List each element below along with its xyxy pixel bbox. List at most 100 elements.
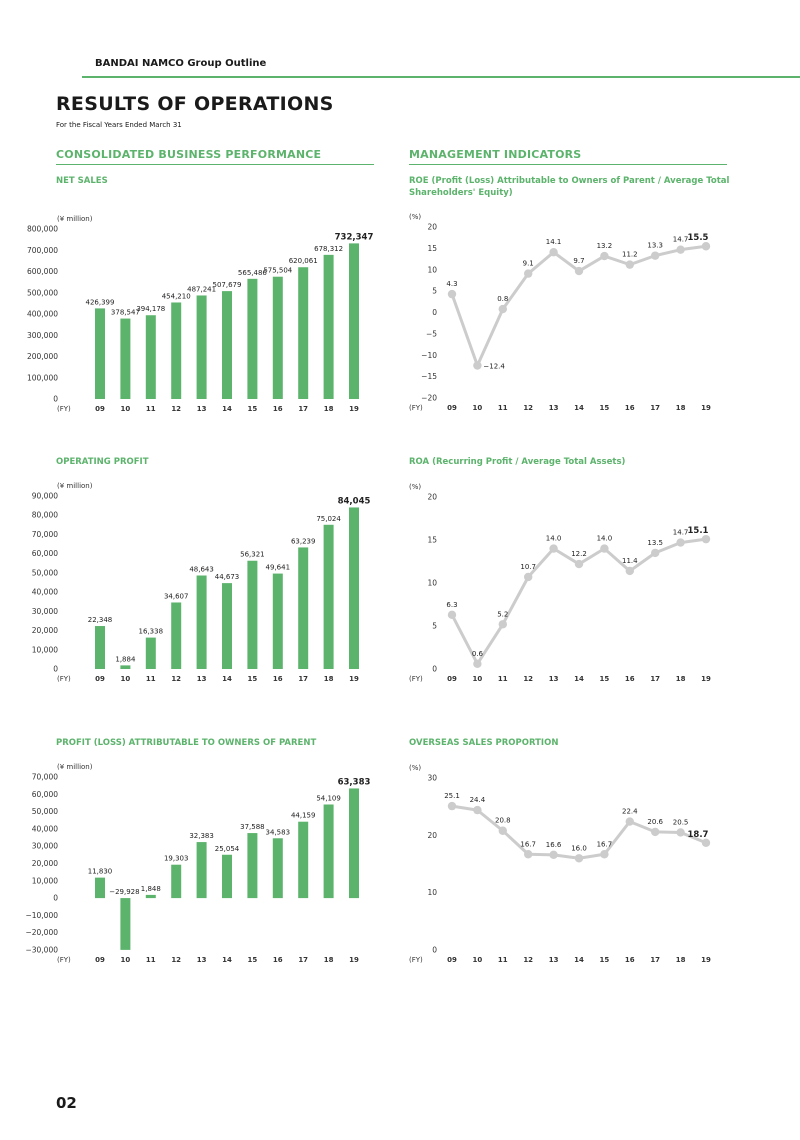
- x-tick-label: 15: [600, 675, 610, 683]
- bar-19: [349, 788, 359, 899]
- data-label-16: 11.4: [622, 557, 638, 565]
- bar-11: [145, 315, 156, 399]
- y-tick-label: −30,000: [25, 946, 58, 955]
- x-tick-label: 10: [121, 675, 131, 683]
- x-tick-label: 10: [121, 956, 131, 964]
- point-15: [600, 544, 609, 553]
- data-label-16: 575,504: [263, 267, 292, 275]
- data-label-09: 6.3: [446, 601, 457, 609]
- point-12: [524, 269, 533, 278]
- y-tick-label: 10: [427, 265, 437, 274]
- y-tick-label: 500,000: [27, 288, 58, 297]
- data-label-17: 13.3: [647, 242, 663, 250]
- data-label-11: 394,178: [136, 305, 165, 313]
- bar-19: [349, 243, 359, 399]
- y-tick-label: 700,000: [27, 246, 58, 255]
- x-tick-label: 11: [146, 405, 156, 413]
- data-label-14: 9.7: [573, 257, 584, 265]
- y-tick-label: 10,000: [32, 645, 58, 654]
- x-axis-label: (FY): [57, 956, 71, 964]
- data-label-17: 44,159: [291, 812, 316, 820]
- x-tick-label: 13: [549, 404, 559, 412]
- unit-label: (¥ million): [57, 482, 93, 490]
- bar-18: [323, 524, 334, 669]
- data-label-14: 44,673: [215, 573, 240, 581]
- bar-09: [95, 877, 105, 899]
- y-tick-label: 20: [427, 493, 437, 502]
- x-tick-label: 12: [171, 675, 181, 683]
- y-tick-label: 30,000: [32, 842, 58, 851]
- x-tick-label: 17: [298, 405, 308, 413]
- data-label-16: 34,583: [266, 828, 291, 836]
- page-number: 02: [56, 1094, 77, 1112]
- section-rule-left: [56, 164, 374, 165]
- y-tick-label: 0: [432, 308, 437, 317]
- y-tick-label: 10,000: [32, 876, 58, 885]
- roe-title-main: ROE: [409, 176, 429, 186]
- x-tick-label: 16: [625, 675, 635, 683]
- data-label-09: 4.3: [446, 280, 457, 288]
- x-tick-label: 14: [222, 956, 232, 964]
- section-title-right: MANAGEMENT INDICATORS: [409, 148, 582, 161]
- point-10: [473, 361, 482, 370]
- point-13: [549, 850, 558, 860]
- bar-16: [272, 838, 283, 899]
- data-label-09: 426,399: [86, 298, 115, 306]
- profit-attributable-chart: (¥ million) −30,000 −20,000 −10,000 0 10,000 2…: [25, 763, 370, 964]
- data-label-12: 19,303: [164, 855, 189, 863]
- y-tick-label: −20: [421, 394, 437, 403]
- x-tick-label: 17: [650, 404, 660, 412]
- data-label-14: 12.2: [571, 550, 587, 558]
- data-label-19: 15.5: [688, 233, 709, 243]
- data-label-15: 37,588: [240, 823, 265, 831]
- x-tick-label: 14: [574, 404, 584, 412]
- bar-13: [196, 842, 207, 899]
- header-rule: [82, 76, 800, 78]
- x-tick-label: 15: [600, 404, 610, 412]
- x-tick-label: 12: [171, 956, 181, 964]
- y-tick-label: 0: [53, 395, 58, 404]
- data-label-17: 20.6: [647, 818, 663, 826]
- x-tick-label: 13: [197, 675, 207, 683]
- x-tick-label: 09: [95, 956, 105, 964]
- x-tick-label: 18: [676, 404, 686, 412]
- x-tick-label: 15: [248, 956, 258, 964]
- y-tick-label: 60,000: [32, 549, 58, 558]
- data-label-13: 16.6: [546, 841, 562, 849]
- y-tick-label: 0: [53, 665, 58, 674]
- bar-10: [120, 318, 131, 399]
- data-label-15: 16.7: [597, 840, 613, 848]
- data-label-14: 16.0: [571, 844, 587, 852]
- y-tick-label: −15: [421, 372, 437, 381]
- y-tick-label: 300,000: [27, 331, 58, 340]
- y-tick-label: 800,000: [27, 225, 58, 234]
- bar-17: [298, 547, 309, 669]
- bar-13: [196, 295, 207, 399]
- bar-12: [171, 302, 182, 399]
- data-label-15: 13.2: [597, 242, 613, 250]
- point-11: [498, 826, 507, 835]
- roe-title-note: (Profit (Loss) Attributable to Owners of…: [409, 176, 730, 198]
- bar-11: [145, 637, 156, 669]
- data-label-12: 16.7: [520, 840, 536, 848]
- y-tick-label: 20,000: [32, 859, 58, 868]
- data-label-10: 378,547: [111, 309, 140, 317]
- data-label-15: 14.0: [597, 535, 613, 543]
- data-label-16: 22.4: [622, 808, 638, 816]
- data-label-11: 5.2: [497, 610, 508, 618]
- x-tick-label: 17: [650, 675, 660, 683]
- x-tick-label: 18: [324, 405, 334, 413]
- data-label-13: 487,241: [187, 285, 216, 293]
- x-tick-label: 10: [473, 956, 483, 964]
- bar-11: [145, 894, 156, 899]
- x-tick-label: 15: [248, 675, 258, 683]
- y-tick-label: 0: [53, 894, 58, 903]
- unit-label: (¥ million): [57, 215, 93, 223]
- point-09: [447, 610, 457, 620]
- x-tick-label: 13: [197, 956, 207, 964]
- bar-16: [272, 573, 283, 669]
- point-11: [498, 620, 507, 629]
- y-tick-label: 0: [432, 946, 437, 955]
- y-tick-label: 10: [427, 579, 437, 588]
- y-tick-label: −10: [421, 351, 437, 360]
